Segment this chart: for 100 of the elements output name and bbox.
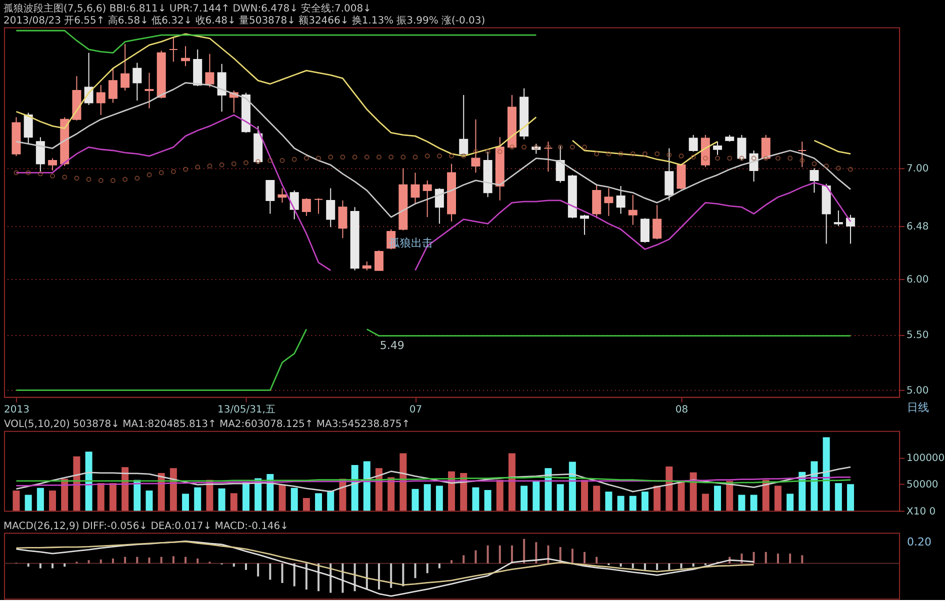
y-tick-label: 100000 — [906, 452, 945, 464]
bar — [498, 545, 501, 564]
bar — [244, 563, 247, 570]
bar — [184, 556, 187, 564]
candlestick — [338, 200, 348, 239]
bar — [97, 483, 104, 511]
bar — [426, 563, 428, 574]
bar — [750, 494, 758, 511]
candlestick — [616, 186, 626, 214]
bar — [436, 486, 443, 511]
bar — [532, 480, 540, 511]
bar — [182, 494, 190, 511]
bar — [27, 563, 30, 567]
candlestick — [737, 134, 746, 161]
bar — [774, 486, 782, 511]
candlestick — [144, 72, 154, 109]
text: 日线 — [907, 400, 930, 414]
bar — [847, 484, 854, 511]
bar — [242, 482, 250, 511]
bar — [714, 486, 722, 511]
y-tick-label: 5.00 — [906, 386, 929, 397]
bar — [424, 484, 431, 511]
bar — [73, 456, 80, 511]
candlestick — [132, 62, 142, 102]
candlestick — [278, 188, 287, 204]
bar — [593, 486, 600, 511]
bar — [520, 486, 528, 511]
bar — [230, 493, 238, 511]
bar — [12, 490, 20, 511]
bar — [85, 452, 92, 511]
bar — [641, 492, 648, 511]
candlestick — [471, 118, 480, 174]
x-tick-label: 2013 — [4, 404, 30, 416]
bar — [690, 472, 697, 511]
chart-subtitle: 2013/08/23 开6.55↑ 高6.58↓ 低6.32↓ 收6.48↓ 量503878↓ 额32466↓ 换1.13% 振3.99% 涨(-0.03) — [4, 14, 486, 26]
bar — [556, 484, 564, 511]
candlestick — [410, 172, 420, 204]
candlestick — [628, 194, 638, 226]
line-series — [16, 30, 537, 54]
y-tick-label: 6.00 — [906, 274, 929, 286]
bar — [568, 462, 576, 511]
bar — [24, 494, 32, 511]
candlestick — [434, 188, 444, 224]
bar — [148, 558, 150, 564]
bar — [605, 492, 612, 511]
bar — [666, 466, 673, 511]
bar — [762, 480, 770, 511]
bar — [581, 480, 588, 511]
x-tick-label: 07 — [409, 404, 422, 416]
bar — [702, 494, 709, 511]
bar — [61, 478, 68, 511]
bar — [400, 453, 407, 511]
bar — [302, 498, 310, 511]
x-tick-label: 13/05/31,五 — [218, 404, 276, 416]
bar — [36, 488, 44, 511]
bar — [668, 563, 670, 570]
candlestick — [108, 68, 118, 104]
bar — [484, 490, 492, 511]
bar — [136, 556, 138, 564]
bar — [64, 563, 66, 567]
bar — [290, 488, 298, 511]
bar — [218, 488, 226, 511]
bar — [738, 494, 746, 511]
bar — [388, 477, 395, 511]
candlestick — [168, 36, 178, 62]
candlestick — [761, 134, 770, 160]
candlestick — [810, 168, 819, 194]
bar — [305, 563, 308, 590]
candlestick — [96, 84, 106, 116]
candlestick — [422, 180, 432, 218]
bar — [257, 563, 260, 576]
bar — [438, 563, 440, 568]
bar — [535, 542, 538, 564]
bar — [726, 480, 734, 511]
bar — [278, 484, 286, 511]
bar — [776, 554, 779, 564]
text: 0.20 — [907, 536, 932, 549]
bar — [49, 490, 56, 511]
bar — [327, 490, 334, 511]
bar — [798, 472, 806, 511]
bar — [363, 461, 370, 511]
bar — [194, 487, 202, 511]
line-series — [16, 466, 852, 492]
candlestick — [266, 180, 275, 214]
bar — [617, 496, 624, 511]
candlestick — [120, 43, 130, 92]
candlestick — [834, 210, 843, 226]
candlestick — [181, 46, 190, 67]
bar — [508, 453, 516, 511]
bar — [834, 483, 842, 511]
candlestick — [290, 190, 299, 220]
y-tick-label: X10 0 — [906, 506, 936, 518]
bar — [789, 554, 792, 564]
y-tick-label: 7.00 — [906, 164, 929, 175]
bar — [656, 563, 658, 570]
bar — [88, 560, 90, 564]
candlestick — [48, 158, 58, 171]
candlestick — [302, 198, 311, 216]
candlestick — [592, 183, 602, 219]
candlestick — [798, 141, 807, 168]
